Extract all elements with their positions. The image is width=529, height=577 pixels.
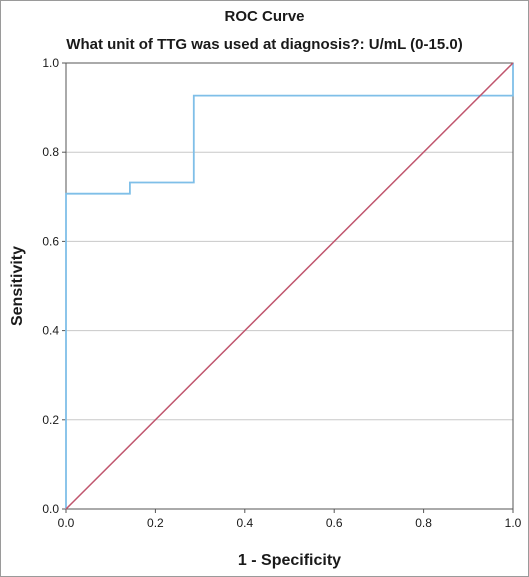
- x-tick-label: 0.6: [326, 516, 343, 530]
- chart-subtitle: What unit of TTG was used at diagnosis?:…: [66, 36, 463, 53]
- y-tick-label: 0.6: [42, 234, 59, 248]
- x-axis-title: 1 - Specificity: [238, 552, 341, 569]
- x-tick-label: 0.4: [236, 516, 253, 530]
- x-tick-label: 1.0: [505, 516, 522, 530]
- x-tick-label: 0.2: [147, 516, 164, 530]
- reference-diagonal-line: [65, 62, 514, 510]
- x-tick-label: 0.8: [415, 516, 432, 530]
- y-tick-label: 0.4: [42, 324, 59, 338]
- chart-title: ROC Curve: [224, 8, 305, 25]
- x-tick-label: 0.0: [58, 516, 75, 530]
- series-lines: [65, 62, 514, 510]
- y-tick-label: 1.0: [42, 56, 59, 70]
- y-tick-label: 0.2: [42, 413, 59, 427]
- y-axis-ticks: 0.0 0.2 0.4 0.6 0.8 1.0: [42, 56, 66, 516]
- x-axis-ticks: 0.0 0.2 0.4 0.6 0.8 1.0: [58, 509, 522, 530]
- y-tick-label: 0.8: [42, 145, 59, 159]
- y-axis-title: Sensitivity: [9, 246, 26, 326]
- roc-curve-line: [65, 63, 514, 509]
- y-tick-label: 0.0: [42, 502, 59, 516]
